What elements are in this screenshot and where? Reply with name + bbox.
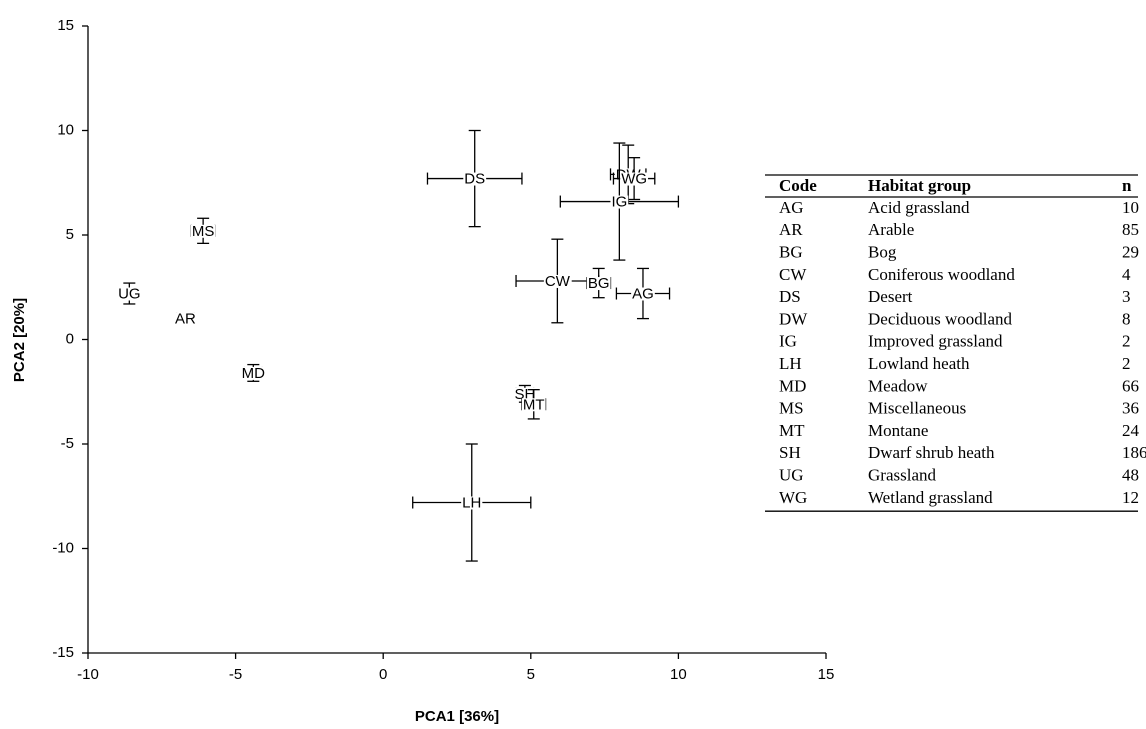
table-cell: Meadow [868, 376, 928, 395]
x-tick-label: 0 [379, 666, 387, 683]
label-bg [631, 287, 655, 301]
table-cell: 66 [1122, 376, 1139, 395]
y-tick-label: -5 [61, 435, 74, 452]
table-cell: BG [779, 243, 803, 262]
table-cell: 10 [1122, 198, 1139, 217]
table-cell: AG [779, 198, 804, 217]
label-bg [240, 366, 267, 380]
table-cell: DS [779, 287, 801, 306]
y-tick-label: -10 [52, 539, 74, 556]
table-header: Habitat group [868, 176, 971, 195]
table-cell: Improved grassland [868, 332, 1003, 351]
table-cell: Wetland grassland [868, 488, 993, 507]
table-cell: IG [779, 332, 797, 351]
label-bg [620, 172, 649, 186]
table-cell: 12 [1122, 488, 1139, 507]
table-cell: Bog [868, 243, 897, 262]
label-bg [463, 172, 487, 186]
label-bg [190, 224, 216, 238]
x-tick-label: 15 [818, 666, 835, 683]
label-bg [543, 274, 572, 288]
point-label: MT [523, 396, 545, 413]
table-cell: SH [779, 443, 801, 462]
point-label: BG [588, 275, 610, 292]
point-label: AR [175, 311, 196, 328]
label-bg [173, 312, 197, 326]
table-cell: 186 [1122, 443, 1146, 462]
point-label: LH [462, 494, 481, 511]
label-bg [521, 398, 546, 412]
point-label: IG [611, 194, 627, 211]
x-tick-label: 10 [670, 666, 687, 683]
legend-table: Code Habitat group n AG Acid grassland 10 AR Ar… [765, 174, 1146, 512]
table-cell: 8 [1122, 309, 1131, 328]
table-cell: Acid grassland [868, 198, 970, 217]
label-bg [461, 496, 483, 510]
table-cell: Dwarf shrub heath [868, 443, 995, 462]
table-cell: 2 [1122, 332, 1131, 351]
table-cell: 3 [1122, 287, 1131, 306]
table-cell: 48 [1122, 466, 1139, 485]
table-header: Code [779, 176, 817, 195]
table-cell: MD [779, 376, 806, 395]
y-axis-title: PCA2 [20%] [11, 298, 28, 382]
table-cell: Desert [868, 287, 913, 306]
y-tick-label: 0 [66, 330, 74, 347]
y-tick-label: 15 [57, 17, 74, 34]
table-cell: DW [779, 309, 808, 328]
table-cell: Coniferous woodland [868, 265, 1015, 284]
point-label: DS [464, 171, 485, 188]
table-cell: Grassland [868, 466, 936, 485]
label-bg [610, 195, 629, 209]
table-cell: AR [779, 220, 803, 239]
x-tick-label: -10 [77, 666, 99, 683]
point-label: UG [118, 285, 141, 302]
x-axis-title: PCA1 [36%] [415, 708, 499, 725]
table-header: n [1122, 176, 1132, 195]
label-bg [117, 287, 142, 301]
table-cell: LH [779, 354, 802, 373]
table-cell: 85 [1122, 220, 1139, 239]
table-cell: Miscellaneous [868, 399, 966, 418]
table-cell: Deciduous woodland [868, 309, 1013, 328]
point-label: MS [192, 223, 215, 240]
label-bg [513, 387, 537, 401]
point-label: CW [545, 273, 571, 290]
table-cell: UG [779, 466, 804, 485]
x-tick-label: 5 [527, 666, 535, 683]
table-cell: 29 [1122, 243, 1139, 262]
point-label: WG [621, 171, 647, 188]
y-tick-label: 5 [66, 226, 74, 243]
table-cell: Montane [868, 421, 928, 440]
label-bg [586, 277, 611, 291]
x-tick-label: -5 [229, 666, 242, 683]
table-cell: CW [779, 265, 807, 284]
y-tick-label: 10 [57, 121, 74, 138]
table-cell: 24 [1122, 421, 1140, 440]
point-label: MD [242, 365, 265, 382]
table-cell: 36 [1122, 399, 1139, 418]
table-cell: Arable [868, 220, 914, 239]
table-cell: MS [779, 399, 804, 418]
table-cell: Lowland heath [868, 354, 970, 373]
table-cell: 2 [1122, 354, 1131, 373]
table-cell: 4 [1122, 265, 1131, 284]
point-label: AG [632, 285, 654, 302]
table-cell: WG [779, 488, 807, 507]
y-tick-label: -15 [52, 644, 74, 661]
table-cell: MT [779, 421, 805, 440]
